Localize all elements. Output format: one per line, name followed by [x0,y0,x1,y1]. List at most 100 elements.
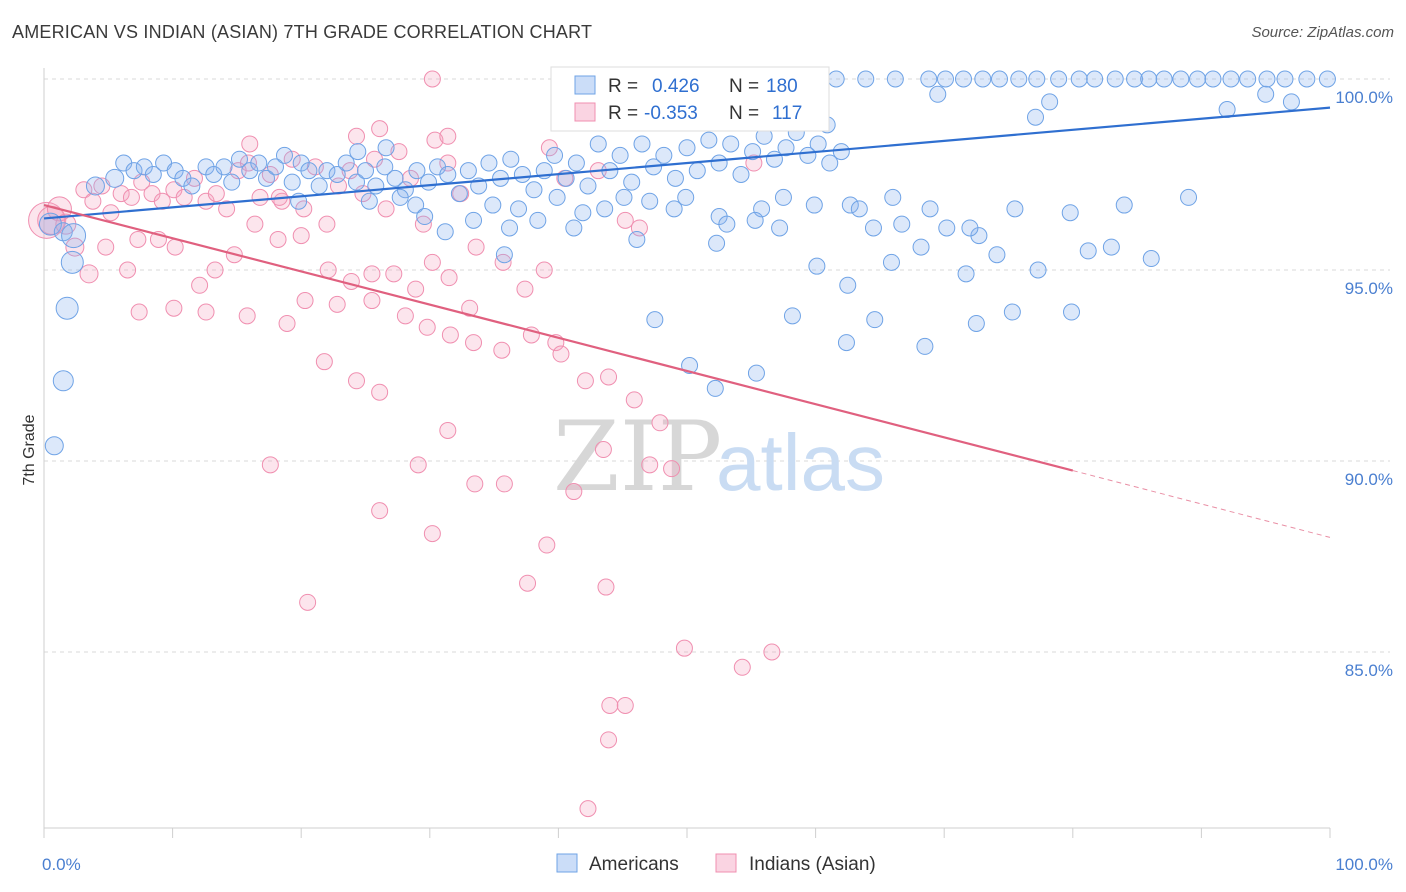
watermark-atlas: atlas [716,418,885,507]
x-tick-labels: 0.0% 100.0% [42,855,1393,874]
point-americans-78 [821,154,839,172]
point-indians-61 [516,280,534,298]
point-americans-147 [957,265,975,283]
point-americans-79 [832,143,850,161]
y-tick-label-0: 100.0% [1335,88,1393,107]
legend-r-value-indians: -0.353 [644,103,698,124]
point-americans-173 [850,200,868,218]
legend-swatch-indians [574,102,596,122]
point-indians-64 [165,299,183,317]
point-americans-63 [655,146,673,164]
point-americans-148 [988,246,1006,264]
point-indians-79 [576,372,594,390]
point-americans-154 [837,334,855,352]
point-americans-152 [1142,250,1160,268]
legend-top-box [550,66,830,132]
point-indians-37 [426,131,444,149]
point-americans-161 [706,379,724,397]
point-americans-49 [502,150,520,168]
point-indians-86 [439,421,457,439]
point-americans-164 [377,139,395,157]
point-americans-71 [744,143,762,161]
point-americans-159 [646,311,664,329]
trend-line-indians-extension [1072,470,1331,538]
legend-r-value-americans: 0.426 [652,76,700,97]
point-americans-77 [809,135,827,153]
legend-top: R = 0.426 N = 180 R = -0.353 N = 117 [550,66,830,132]
point-americans-168 [391,188,409,206]
point-americans-31 [318,162,336,180]
point-americans-122 [1010,70,1028,88]
point-americans-94 [771,219,789,237]
point-americans-65 [678,139,696,157]
point-americans-112 [1041,93,1059,111]
point-indians-40 [79,264,99,284]
point-americans-56 [579,177,597,195]
point-americans-20 [223,173,241,191]
point-americans-115 [857,70,875,88]
point-indians-41 [97,238,115,256]
point-indians-62 [535,261,553,279]
point-americans-143 [808,257,826,275]
point-americans-27 [283,173,301,191]
point-indians-28 [318,215,336,233]
point-americans-158 [1003,303,1021,321]
point-indians-80 [600,368,618,386]
point-indians-81 [625,391,643,409]
point-americans-36 [367,177,385,195]
point-americans-117 [920,70,938,88]
point-americans-64 [666,169,684,187]
point-americans-8 [105,168,125,188]
point-americans-171 [746,211,764,229]
point-americans-69 [722,135,740,153]
point-americans-1 [53,222,73,242]
point-americans-141 [628,230,646,248]
point-americans-5 [52,370,74,392]
point-americans-140 [495,246,513,264]
point-indians-19 [218,200,236,218]
point-americans-43 [439,166,457,183]
point-indians-56 [407,280,425,298]
point-indians-18 [207,185,225,203]
y-tick-label-3: 85.0% [1345,661,1393,680]
point-americans-153 [783,307,801,325]
point-americans-142 [708,234,726,252]
point-americans-149 [1029,261,1047,279]
point-indians-33 [377,200,395,218]
point-americans-61 [633,135,651,153]
point-americans-99 [921,200,939,218]
legend-bottom-swatch-americans [556,853,578,873]
point-indians-73 [441,326,459,344]
point-americans-175 [961,219,979,237]
point-indians-46 [191,276,209,294]
point-americans-57 [589,135,607,153]
point-americans-29 [300,162,318,180]
point-americans-26 [275,146,293,164]
point-americans-131 [1172,70,1190,88]
point-americans-105 [1115,196,1133,214]
source-credit: Source: ZipAtlas.com [1251,24,1394,41]
point-americans-156 [916,337,934,355]
point-indians-68 [296,292,314,310]
point-americans-108 [1282,93,1300,111]
point-americans-123 [1028,70,1046,88]
point-americans-37 [376,158,394,176]
point-indians-99 [597,578,615,596]
point-indians-10 [122,188,140,206]
point-americans-33 [337,154,355,172]
point-indians-74 [465,334,483,352]
point-americans-139 [436,223,454,241]
point-indians-91 [565,483,583,501]
point-americans-30 [310,177,328,195]
point-americans-162 [747,364,765,382]
legend-n-value-indians: 117 [772,103,802,124]
y-tick-label-1: 95.0% [1345,279,1393,298]
point-indians-66 [238,307,256,325]
point-indians-0 [28,201,66,239]
point-americans-174 [893,215,911,233]
legend-bottom-label-americans: Americans [589,854,679,875]
point-americans-84 [510,200,528,218]
point-americans-23 [250,154,268,172]
legend-bottom: Americans Indians (Asian) [556,853,876,875]
point-americans-45 [459,162,477,180]
